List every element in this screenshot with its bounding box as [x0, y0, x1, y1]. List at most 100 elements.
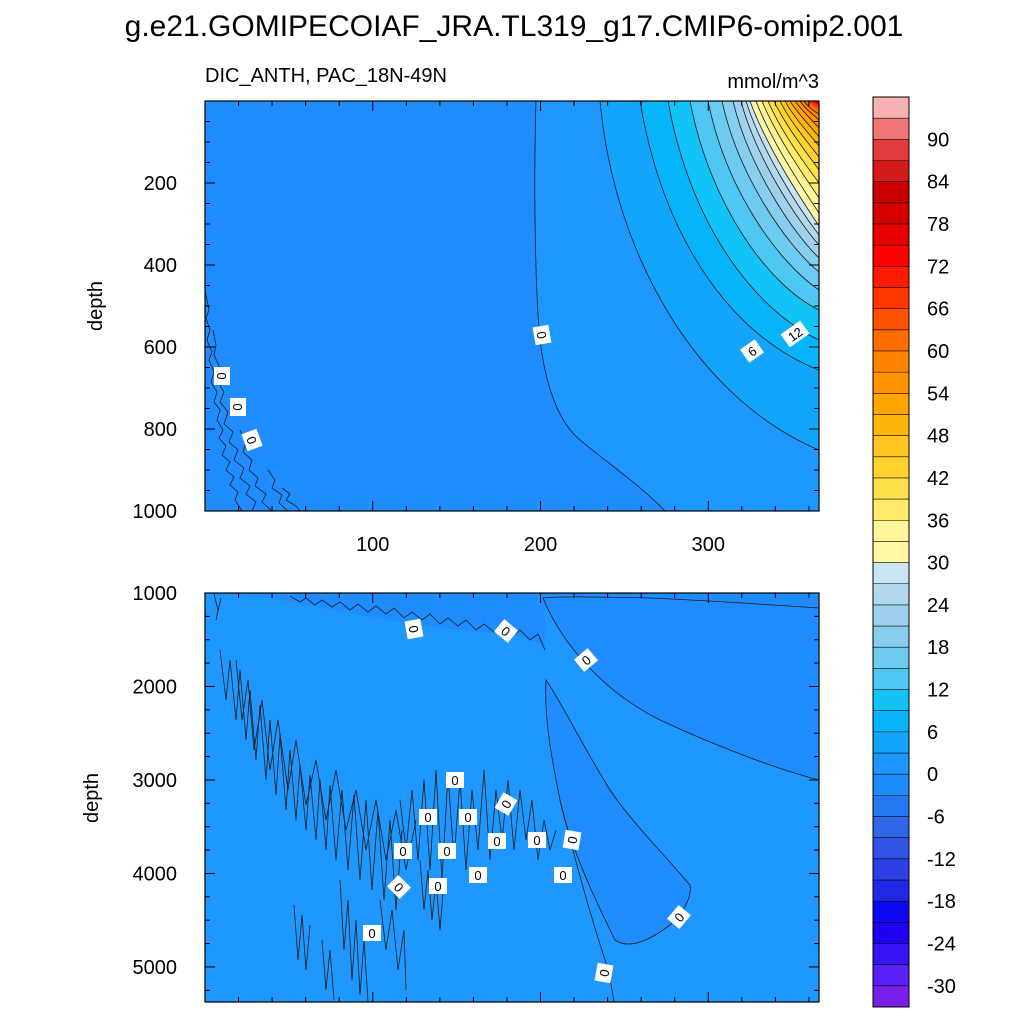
colorbar-swatch [873, 795, 909, 818]
lower-clabel: 0 [459, 809, 477, 825]
colorbar-swatch [873, 731, 909, 754]
upper-contour-12 [689, 101, 819, 311]
colorbar-label: 90 [927, 129, 949, 151]
lower-y-axis-label: depth [81, 773, 103, 823]
x-tick-label: 100 [356, 534, 389, 556]
y-tick-label: 2000 [133, 676, 178, 698]
lower-clabel: 0 [394, 843, 412, 859]
colorbar-swatch [873, 329, 909, 352]
colorbar-swatch [873, 774, 909, 796]
colorbar-swatch [873, 541, 909, 564]
upper-clabel: 6 [740, 339, 764, 363]
colorbar-swatch [873, 858, 909, 881]
svg-text:0: 0 [533, 330, 549, 340]
colorbar: 908478726660544842363024181260-6-12-18-2… [872, 96, 956, 1008]
colorbar-label: -24 [927, 934, 956, 956]
colorbar-label: -18 [927, 891, 956, 913]
colorbar-label: -12 [927, 849, 956, 871]
colorbar-swatch [873, 562, 909, 585]
svg-text:0: 0 [214, 372, 229, 379]
svg-text:0: 0 [368, 926, 375, 941]
upper-fill-66-69 [812, 101, 819, 105]
colorbar-swatch [873, 435, 909, 458]
y-tick-label: 3000 [133, 770, 178, 792]
colorbar-swatch [873, 477, 909, 500]
lower-contour-noise-g [321, 939, 335, 1001]
lower-contour-noise-corner [213, 593, 222, 621]
lower-contour-0-right [542, 597, 819, 781]
units-label: mmol/m^3 [727, 71, 819, 93]
lower-contour-0-top [542, 596, 819, 609]
colorbar-label: 66 [927, 299, 949, 321]
svg-text:0: 0 [474, 868, 481, 883]
upper-contour-39 [767, 101, 819, 184]
lower-clabel: 0 [438, 843, 456, 859]
upper-clabel: 0 [214, 367, 230, 385]
lower-clabel: 0 [386, 874, 412, 900]
colorbar-swatch [873, 710, 909, 733]
lower-clabel: 0 [528, 832, 546, 848]
lower-contour-noise-band-d [419, 859, 445, 931]
upper-contour-noise-e [281, 487, 301, 511]
colorbar-swatch [873, 837, 909, 860]
lower-clabel: 0 [594, 962, 614, 984]
colorbar-swatch [873, 266, 909, 288]
lower-panel: 0 0 0 0 0 0 0 0 0 0 0 0 0 0 0 0 0 0 0 1000 2000 3000 4000 5000… [81, 583, 820, 1003]
upper-tick-marks [205, 100, 819, 512]
colorbar-label: 18 [927, 637, 949, 659]
upper-clabel: 12 [780, 320, 810, 348]
svg-text:0: 0 [559, 868, 566, 883]
colorbar-swatch [873, 350, 909, 373]
svg-text:0: 0 [451, 773, 458, 788]
colorbar-swatch [873, 414, 909, 437]
lower-clabel: 0 [446, 772, 464, 788]
upper-contour-60 [803, 101, 819, 115]
colorbar-label: 42 [927, 468, 949, 490]
upper-contour-labels: 0 0 0 0 6 12 [214, 320, 810, 452]
lower-contour-0-tongue [545, 678, 691, 945]
lower-tick-marks [205, 592, 819, 1002]
y-tick-label: 600 [144, 337, 177, 359]
main-title: g.e21.GOMIPECOIAF_JRA.TL319_g17.CMIP6-om… [125, 10, 904, 43]
colorbar-frame [872, 96, 910, 1008]
colorbar-swatch [873, 583, 909, 606]
lower-y-tick-labels: 1000 2000 3000 4000 5000 [133, 583, 178, 979]
svg-text:0: 0 [434, 879, 441, 894]
colorbar-swatch [873, 985, 909, 1008]
colorbar-label: 54 [927, 383, 949, 405]
colorbar-swatch [873, 97, 909, 119]
colorbar-label: 84 [927, 172, 949, 194]
lower-clabel: 0 [554, 867, 572, 883]
upper-contour-fills [205, 101, 819, 511]
upper-y-axis-label: depth [85, 281, 107, 331]
colorbar-swatch [873, 901, 909, 923]
lower-clabel: 0 [404, 618, 424, 640]
lower-clabel: 0 [573, 648, 599, 672]
x-tick-label: 200 [524, 534, 557, 556]
svg-text:0: 0 [493, 834, 500, 849]
svg-text:0: 0 [443, 844, 450, 859]
upper-contour-54 [794, 101, 819, 129]
svg-text:0: 0 [533, 833, 540, 848]
colorbar-label: -6 [927, 807, 945, 829]
upper-contour-6 [639, 101, 819, 371]
lower-contour-labels: 0 0 0 0 0 0 0 0 0 0 0 0 0 0 0 0 0 0 0 [363, 618, 691, 984]
upper-contour-30 [749, 101, 819, 227]
colorbar-swatch [873, 456, 909, 479]
y-tick-label: 200 [144, 173, 177, 195]
lower-clabel: 0 [667, 904, 691, 930]
svg-text:0: 0 [405, 624, 421, 634]
upper-contour-48 [784, 101, 819, 147]
colorbar-swatch [873, 626, 909, 648]
upper-clabel: 0 [230, 398, 246, 416]
y-tick-label: 5000 [133, 957, 178, 979]
lower-contour-noise-band-a [219, 649, 403, 911]
lower-clabel: 0 [419, 809, 437, 825]
lower-clabel: 0 [562, 829, 582, 851]
colorbar-swatch [873, 118, 909, 140]
colorbar-label: -30 [927, 976, 956, 998]
colorbar-swatch [873, 647, 909, 669]
lower-clabel: 0 [363, 925, 381, 941]
svg-text:0: 0 [464, 810, 471, 825]
